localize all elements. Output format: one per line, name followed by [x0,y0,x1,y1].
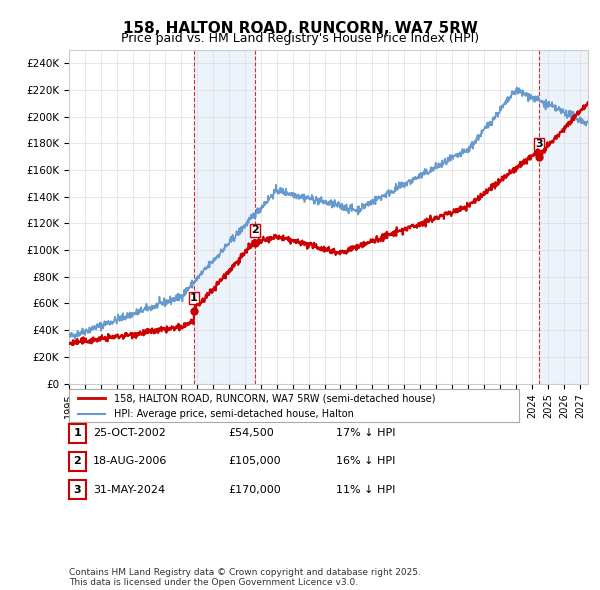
Text: £105,000: £105,000 [228,457,281,466]
Text: 18-AUG-2006: 18-AUG-2006 [93,457,167,466]
Text: 2: 2 [74,457,81,466]
Text: 17% ↓ HPI: 17% ↓ HPI [336,428,395,438]
Text: 1: 1 [74,428,81,438]
Text: HPI: Average price, semi-detached house, Halton: HPI: Average price, semi-detached house,… [114,409,354,419]
Text: 158, HALTON ROAD, RUNCORN, WA7 5RW (semi-detached house): 158, HALTON ROAD, RUNCORN, WA7 5RW (semi… [114,394,436,404]
Text: £54,500: £54,500 [228,428,274,438]
Text: Contains HM Land Registry data © Crown copyright and database right 2025.
This d: Contains HM Land Registry data © Crown c… [69,568,421,587]
Text: 158, HALTON ROAD, RUNCORN, WA7 5RW: 158, HALTON ROAD, RUNCORN, WA7 5RW [122,21,478,35]
Text: Price paid vs. HM Land Registry's House Price Index (HPI): Price paid vs. HM Land Registry's House … [121,32,479,45]
Text: 25-OCT-2002: 25-OCT-2002 [93,428,166,438]
Text: 11% ↓ HPI: 11% ↓ HPI [336,485,395,494]
Text: 31-MAY-2024: 31-MAY-2024 [93,485,165,494]
Text: 3: 3 [535,139,542,149]
Text: 3: 3 [74,485,81,494]
Bar [194,50,255,384]
Text: 16% ↓ HPI: 16% ↓ HPI [336,457,395,466]
Text: £170,000: £170,000 [228,485,281,494]
Text: 1: 1 [190,293,198,303]
Text: 2: 2 [251,225,259,235]
Bar [539,50,588,384]
